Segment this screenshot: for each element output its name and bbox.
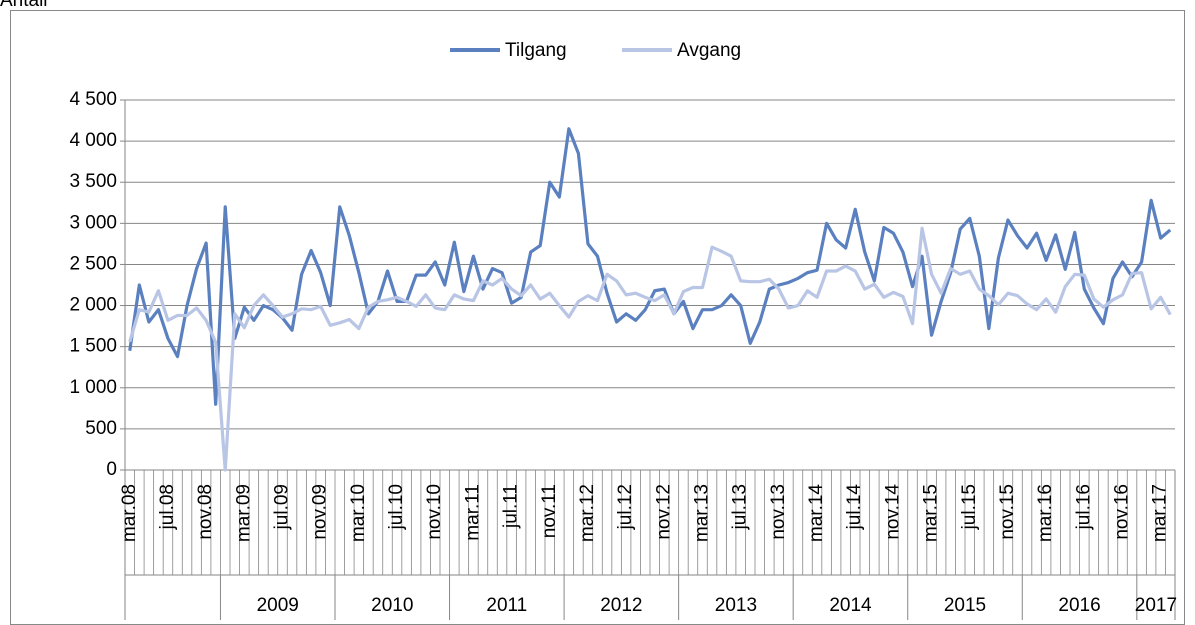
- y-tick-label: 4 500: [69, 89, 117, 110]
- x-tick-label: nov.12: [653, 484, 674, 540]
- x-tick-label: mar.09: [233, 484, 254, 542]
- x-tick-label: nov.16: [1112, 484, 1133, 540]
- x-tick-label: jul.16: [1073, 484, 1094, 530]
- x-tick-label: mar.08: [119, 484, 140, 542]
- year-label: 2011: [486, 595, 527, 616]
- x-tick-label: nov.13: [768, 484, 789, 540]
- year-label: 2013: [715, 595, 757, 616]
- legend-label: Avgang: [677, 40, 741, 61]
- x-tick-label: nov.14: [882, 484, 903, 540]
- x-tick-label: nov.09: [310, 484, 331, 540]
- x-tick-label: jul.11: [501, 484, 522, 529]
- x-tick-label: nov.11: [539, 484, 560, 538]
- x-tick-label: jul.15: [959, 484, 980, 530]
- x-tick-label: mar.16: [1035, 484, 1056, 542]
- x-tick-label: mar.14: [806, 484, 827, 543]
- x-tick-label: mar.12: [577, 484, 598, 542]
- x-tick-label: jul.08: [157, 484, 178, 530]
- x-tick-label: mar.13: [692, 484, 713, 542]
- y-tick-label: 1 000: [69, 377, 117, 398]
- year-label: 2017: [1135, 595, 1177, 616]
- year-label: 2009: [257, 595, 299, 616]
- x-tick-label: jul.14: [844, 484, 865, 531]
- y-tick-label: 2 500: [69, 253, 117, 274]
- series-line: [128, 226, 1172, 472]
- year-label: 2010: [371, 595, 413, 616]
- y-tick-label: 500: [85, 418, 117, 439]
- legend-label: Tilgang: [505, 40, 567, 61]
- year-label: 2012: [600, 595, 642, 616]
- x-tick-label: nov.15: [997, 484, 1018, 540]
- x-tick-label: nov.10: [424, 484, 445, 540]
- x-tick-label: mar.15: [921, 484, 942, 542]
- x-tick-label: mar.17: [1150, 484, 1171, 542]
- x-tick-label: nov.08: [195, 484, 216, 540]
- y-tick-label: 3 500: [69, 171, 117, 192]
- x-tick-label: mar.11: [462, 484, 483, 541]
- x-tick-label: jul.09: [272, 484, 293, 530]
- year-label: 2014: [829, 595, 872, 616]
- year-label: 2016: [1058, 595, 1100, 616]
- y-tick-label: 4 000: [69, 130, 117, 151]
- y-tick-label: 1 500: [69, 336, 117, 357]
- x-tick-label: jul.13: [730, 484, 751, 530]
- x-tick-label: mar.10: [348, 484, 369, 542]
- y-axis-label: Antall: [0, 0, 48, 11]
- y-tick-label: 2 000: [69, 295, 117, 316]
- x-tick-label: jul.10: [386, 484, 407, 530]
- x-tick-label: jul.12: [615, 484, 636, 530]
- y-tick-label: 0: [106, 459, 117, 480]
- year-label: 2015: [944, 595, 986, 616]
- y-tick-label: 3 000: [69, 212, 117, 233]
